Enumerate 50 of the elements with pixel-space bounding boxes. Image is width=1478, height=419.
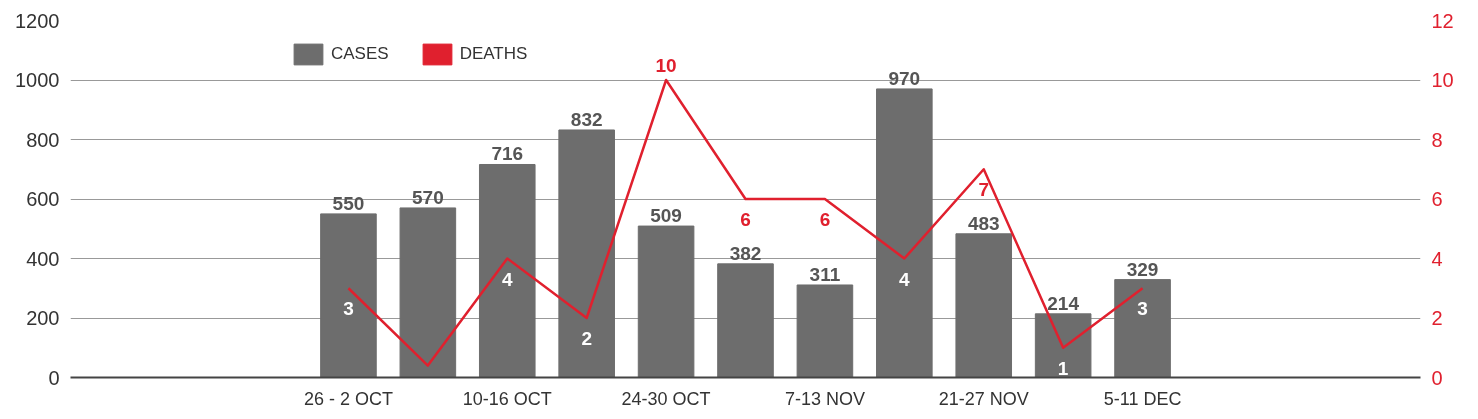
data-label: 10 (655, 55, 677, 76)
x-tick-label: 7-13 NOV (784, 388, 865, 409)
data-label: 311 (809, 263, 841, 285)
x-tick-label: 10-16 OCT (462, 388, 552, 409)
y-tick-label: 800 (26, 128, 60, 151)
bar (717, 263, 774, 378)
bar (637, 225, 695, 378)
data-label: 4 (899, 268, 911, 290)
y2-tick-label: 10 (1431, 69, 1454, 91)
y2-tick-label: 12 (1431, 9, 1454, 32)
y2-tick-label: 6 (1431, 188, 1443, 210)
y2-tick-label: 2 (1431, 307, 1443, 329)
x-tick-label: 21-27 NOV (938, 388, 1029, 409)
bar (955, 233, 1013, 378)
data-label: 329 (1126, 258, 1159, 280)
x-tick-label: 5-11 DEC (1103, 388, 1182, 409)
y2-tick-label: 0 (1431, 366, 1443, 389)
y2-tick-label: 8 (1431, 128, 1443, 151)
y-tick-label: 1000 (15, 69, 60, 91)
bar (796, 284, 854, 378)
y2-tick-label: 4 (1431, 247, 1443, 270)
data-label: 3 (343, 298, 354, 320)
bar (1114, 279, 1171, 378)
y-tick-label: 1200 (15, 9, 60, 32)
bar (1034, 313, 1092, 378)
bar (876, 88, 933, 378)
data-label: 214 (1047, 292, 1080, 314)
data-label: 1 (1057, 357, 1069, 379)
data-label: 483 (967, 212, 1000, 234)
bar (399, 207, 457, 378)
data-label: 509 (650, 205, 682, 227)
data-label: 6 (819, 209, 831, 230)
y-tick-label: 400 (26, 247, 60, 270)
y-tick-label: 200 (26, 307, 60, 329)
bar (320, 213, 377, 378)
data-label: 832 (570, 108, 603, 130)
x-tick-label: 24-30 OCT (621, 388, 711, 409)
data-label: 6 (740, 209, 751, 230)
bar (558, 129, 615, 378)
legend-label: CASES (331, 44, 389, 64)
data-label: 2 (581, 328, 592, 349)
data-label: 3 (1137, 298, 1148, 320)
x-tick-label: 26 - 2 OCT (303, 388, 393, 409)
y-tick-label: 600 (26, 188, 60, 210)
data-label: 716 (491, 143, 524, 165)
data-label: 4 (501, 268, 513, 290)
bar (478, 163, 536, 378)
legend-label: DEATHS (459, 44, 528, 64)
data-label: 7 (978, 179, 990, 201)
y-tick-label: 0 (48, 366, 60, 389)
